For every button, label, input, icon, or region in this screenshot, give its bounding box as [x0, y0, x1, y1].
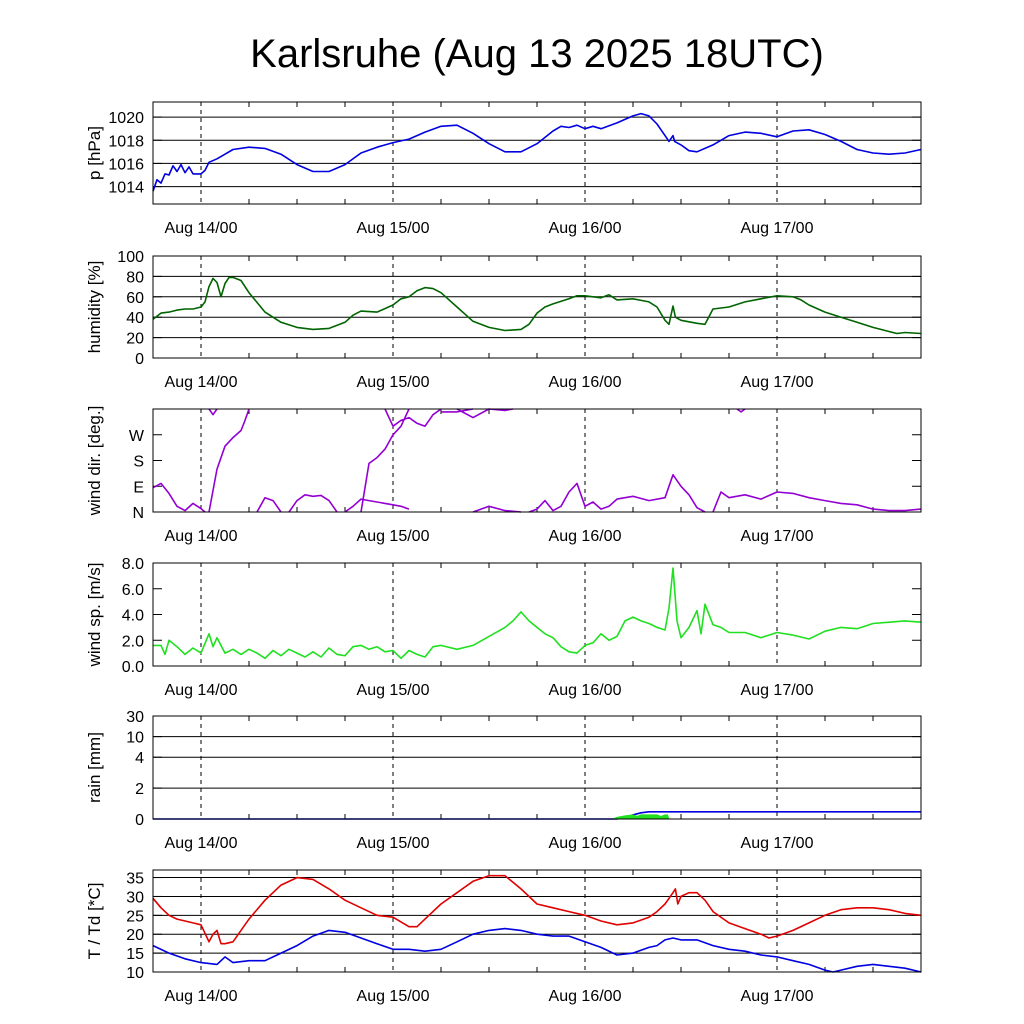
y-tick-label: 15 [126, 946, 144, 963]
x-tick-label: Aug 14/00 [165, 220, 238, 237]
y-tick-label: 20 [126, 331, 144, 348]
x-tick-label: Aug 16/00 [549, 835, 622, 852]
y-tick-label: 1018 [108, 133, 144, 150]
y-tick-label: S [133, 454, 144, 471]
x-tick-label: Aug 15/00 [357, 220, 430, 237]
y-tick-label: 25 [126, 908, 144, 925]
y-axis-label: humidity [%] [85, 261, 104, 354]
y-axis-label: wind sp. [m/s] [85, 563, 104, 668]
x-tick-label: Aug 15/00 [357, 528, 430, 545]
series-humidity [152, 276, 922, 335]
x-tick-label: Aug 15/00 [357, 682, 430, 699]
series-rain_rate [612, 814, 670, 820]
series-temperature [152, 874, 922, 945]
plot-frame [152, 408, 922, 513]
x-tick-label: Aug 16/00 [549, 374, 622, 391]
x-tick-label: Aug 15/00 [357, 988, 430, 1005]
x-tick-label: Aug 16/00 [549, 528, 622, 545]
y-tick-label: 80 [126, 269, 144, 286]
y-tick-label: 6.0 [122, 582, 144, 599]
y-axis-label: rain [mm] [85, 732, 104, 803]
x-tick-label: Aug 17/00 [741, 682, 814, 699]
x-tick-label: Aug 17/00 [741, 528, 814, 545]
plot-frame [152, 869, 922, 973]
y-tick-label: 30 [126, 709, 144, 726]
x-tick-label: Aug 14/00 [165, 682, 238, 699]
x-tick-label: Aug 14/00 [165, 528, 238, 545]
chart-title: Karlsruhe (Aug 13 2025 18UTC) [250, 32, 824, 76]
series-wind_dir [152, 408, 922, 513]
y-tick-label: 30 [126, 889, 144, 906]
panel-wind_speed: 0.0 2.0 4.0 6.0 8.0 Aug 14/00 Aug 15/00 Aug 16/… [85, 556, 922, 699]
plot-frame [152, 715, 922, 820]
y-tick-label: 4 [135, 750, 144, 767]
y-tick-label: 0 [135, 812, 144, 829]
x-tick-label: Aug 16/00 [549, 682, 622, 699]
x-tick-label: Aug 14/00 [165, 374, 238, 391]
x-tick-label: Aug 16/00 [549, 220, 622, 237]
y-tick-label: 10 [126, 730, 144, 747]
x-tick-label: Aug 17/00 [741, 988, 814, 1005]
x-tick-label: Aug 17/00 [741, 374, 814, 391]
y-tick-label: 2 [135, 781, 144, 798]
y-tick-label: 60 [126, 290, 144, 307]
x-tick-label: Aug 17/00 [741, 220, 814, 237]
series-wind_speed [153, 567, 922, 660]
y-tick-label: 0.0 [122, 659, 144, 676]
plot-frame [152, 101, 922, 205]
y-tick-label: 4.0 [122, 608, 144, 625]
y-tick-label: 10 [126, 965, 144, 982]
plot-frame [152, 562, 922, 667]
y-tick-label: W [129, 428, 145, 445]
panel-pressure: 1014 1016 1018 1020 Aug 14/00 Aug 15/00 Aug 16… [85, 101, 922, 237]
x-tick-label: Aug 14/00 [165, 988, 238, 1005]
y-tick-label: 40 [126, 310, 144, 327]
y-tick-label: 100 [117, 249, 144, 266]
y-tick-label: 1016 [108, 156, 144, 173]
y-axis-label: T / Td [*C] [85, 883, 104, 960]
series-pressure [152, 112, 922, 192]
x-tick-label: Aug 15/00 [357, 835, 430, 852]
panel-rain: 0 2 4 10 30 Aug 14/00 Aug 15/00 Aug 16/00 Aug 17… [85, 709, 922, 852]
y-axis-label: wind dir. [deg.] [85, 406, 104, 517]
y-tick-label: N [132, 505, 144, 522]
x-tick-label: Aug 16/00 [549, 988, 622, 1005]
y-tick-label: 35 [126, 871, 144, 888]
panel-humidity: 0 20 40 60 80 100 Aug 14/00 Aug 15/00 Aug 16/00 A… [85, 249, 922, 391]
y-tick-label: 8.0 [122, 556, 144, 573]
y-axis-label: p [hPa] [85, 126, 104, 180]
y-tick-label: E [133, 479, 144, 496]
x-tick-label: Aug 15/00 [357, 374, 430, 391]
plot-frame [152, 255, 922, 359]
y-tick-label: 2.0 [122, 633, 144, 650]
y-tick-label: 20 [126, 927, 144, 944]
series-dewpoint [152, 927, 922, 973]
y-tick-label: 1020 [108, 110, 144, 127]
x-tick-label: Aug 14/00 [165, 835, 238, 852]
x-tick-label: Aug 17/00 [741, 835, 814, 852]
y-tick-label: 0 [135, 351, 144, 368]
y-tick-label: 1014 [108, 180, 144, 197]
